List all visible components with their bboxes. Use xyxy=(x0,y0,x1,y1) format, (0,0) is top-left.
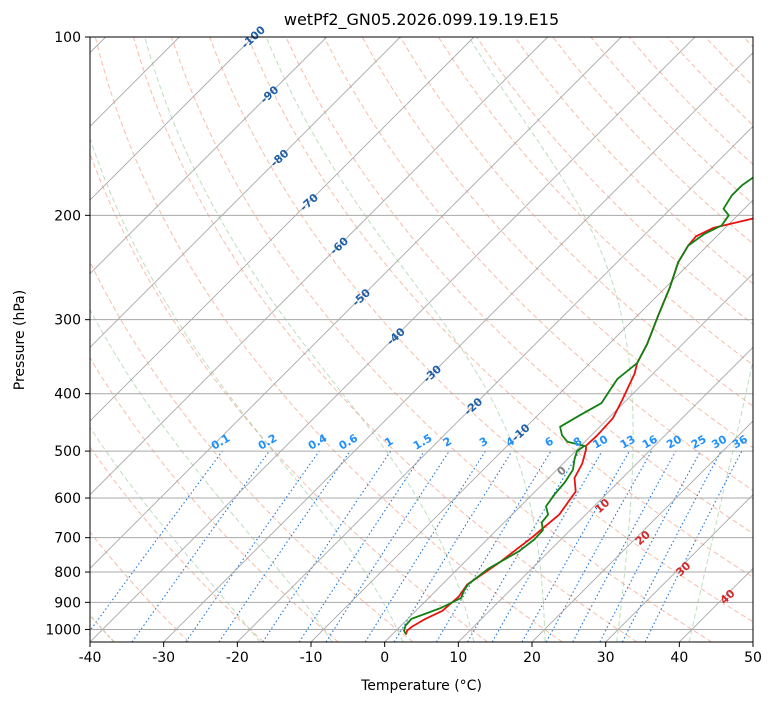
mixing-ratio-line xyxy=(546,451,651,642)
y-tick-label: 700 xyxy=(54,531,81,547)
mixing-ratio-label: 25 xyxy=(689,433,709,452)
dry-adiabat-line xyxy=(0,37,338,642)
y-tick-label: 1000 xyxy=(45,622,81,638)
y-tick-label: 900 xyxy=(54,595,81,611)
moist-adiabat-line xyxy=(469,37,633,642)
moist-adiabat-line xyxy=(64,37,403,642)
dry-adiabat-line xyxy=(438,37,775,642)
mixing-ratio-line xyxy=(326,451,449,642)
mixing-ratio-label: 10 xyxy=(591,432,611,451)
mixing-ratio-line xyxy=(436,451,551,642)
x-tick-label: -20 xyxy=(226,650,249,666)
dry-adiabat-line xyxy=(362,37,775,642)
skewt-figure: wetPf2_GN05.2026.099.19.19.E15 Pressure … xyxy=(0,0,775,708)
dry-adiabat-line xyxy=(0,37,189,642)
mixing-ratio-label: 0.1 xyxy=(209,432,232,453)
mixing-ratio-line xyxy=(622,451,721,642)
x-tick-label: 20 xyxy=(523,650,541,666)
isotherm-line xyxy=(458,37,775,642)
x-tick-label: 40 xyxy=(670,650,688,666)
temperature-line xyxy=(406,37,775,635)
skewt-plot: 0.1 0.2 0.4 0.6 1 1.5 2 3 4 6 8 10 13 16 20 25 30 36-100-… xyxy=(0,0,775,708)
theta-line xyxy=(0,37,114,642)
y-tick-label: 400 xyxy=(54,387,81,403)
x-tick-label: 50 xyxy=(744,650,762,666)
dry-adiabat-line xyxy=(19,37,413,642)
mixing-ratio-label: 13 xyxy=(618,433,638,452)
isotherm-line xyxy=(0,37,474,642)
isotherm-line xyxy=(532,37,775,642)
x-tick-label: -30 xyxy=(152,650,175,666)
mixing-ratio-line xyxy=(219,451,350,642)
mixing-ratio-label: 30 xyxy=(709,432,729,451)
dry-adiabat-line xyxy=(667,37,775,642)
x-tick-label: 30 xyxy=(597,650,615,666)
isotherm-line xyxy=(0,37,400,642)
x-tick-label: -10 xyxy=(300,650,323,666)
y-tick-label: 500 xyxy=(54,444,81,460)
isotherm-line xyxy=(0,37,548,642)
isotherm-line xyxy=(0,37,253,642)
x-tick-label: 0 xyxy=(380,650,389,666)
dry-adiabat-line xyxy=(172,37,712,642)
dry-adiabat-line xyxy=(744,37,775,642)
mixing-ratio-label: 2 xyxy=(441,435,454,450)
isotherm-line xyxy=(385,37,775,642)
y-tick-label: 600 xyxy=(54,491,81,507)
isotherm-line xyxy=(753,37,775,642)
mixing-ratio-label: 0.4 xyxy=(306,431,330,452)
isotherm-line xyxy=(311,37,775,642)
wetbulb-label: 30 xyxy=(673,559,693,579)
y-tick-label: 200 xyxy=(54,208,81,224)
mixing-ratio-label: 3 xyxy=(477,435,490,450)
theta-line xyxy=(0,37,39,642)
wetbulb-label: 0 xyxy=(555,464,570,479)
mixing-ratio-label: 6 xyxy=(543,434,556,449)
mixing-ratio-line xyxy=(573,451,676,642)
isotherm-line xyxy=(679,37,775,642)
moist-adiabat-line xyxy=(0,37,260,642)
isotherm-line xyxy=(0,37,32,642)
x-tick-label: -40 xyxy=(79,650,102,666)
x-tick-label: 10 xyxy=(449,650,467,666)
dry-adiabat-line xyxy=(705,37,775,642)
dry-adiabat-line xyxy=(591,37,775,642)
dewpoint-line xyxy=(404,37,775,635)
moist-adiabat-line xyxy=(689,37,775,642)
mixing-ratio-line xyxy=(263,451,391,642)
isotherm-line xyxy=(0,37,327,642)
isotherm-line xyxy=(164,37,769,642)
y-tick-label: 300 xyxy=(54,313,81,329)
mixing-ratio-line xyxy=(600,451,701,642)
mixing-ratio-label: 16 xyxy=(640,432,660,451)
dry-adiabat-line xyxy=(57,37,488,642)
dry-adiabat-line xyxy=(553,37,775,642)
moist-adiabat-line xyxy=(4,37,332,642)
mixing-ratio-label: 1.5 xyxy=(411,432,434,453)
mixing-ratio-label: 20 xyxy=(664,432,684,451)
wetbulb-label: 40 xyxy=(718,587,738,607)
dry-adiabat-line xyxy=(477,37,775,642)
y-tick-label: 800 xyxy=(54,565,81,581)
mixing-ratio-line xyxy=(82,451,223,642)
mixing-ratio-label: 1 xyxy=(382,435,395,450)
isotherm-line xyxy=(237,37,775,642)
mixing-ratio-label: 36 xyxy=(730,432,750,451)
y-tick-label: 100 xyxy=(54,30,81,46)
dry-adiabat-line xyxy=(0,37,263,642)
wetbulb-label: 10 xyxy=(592,496,612,516)
